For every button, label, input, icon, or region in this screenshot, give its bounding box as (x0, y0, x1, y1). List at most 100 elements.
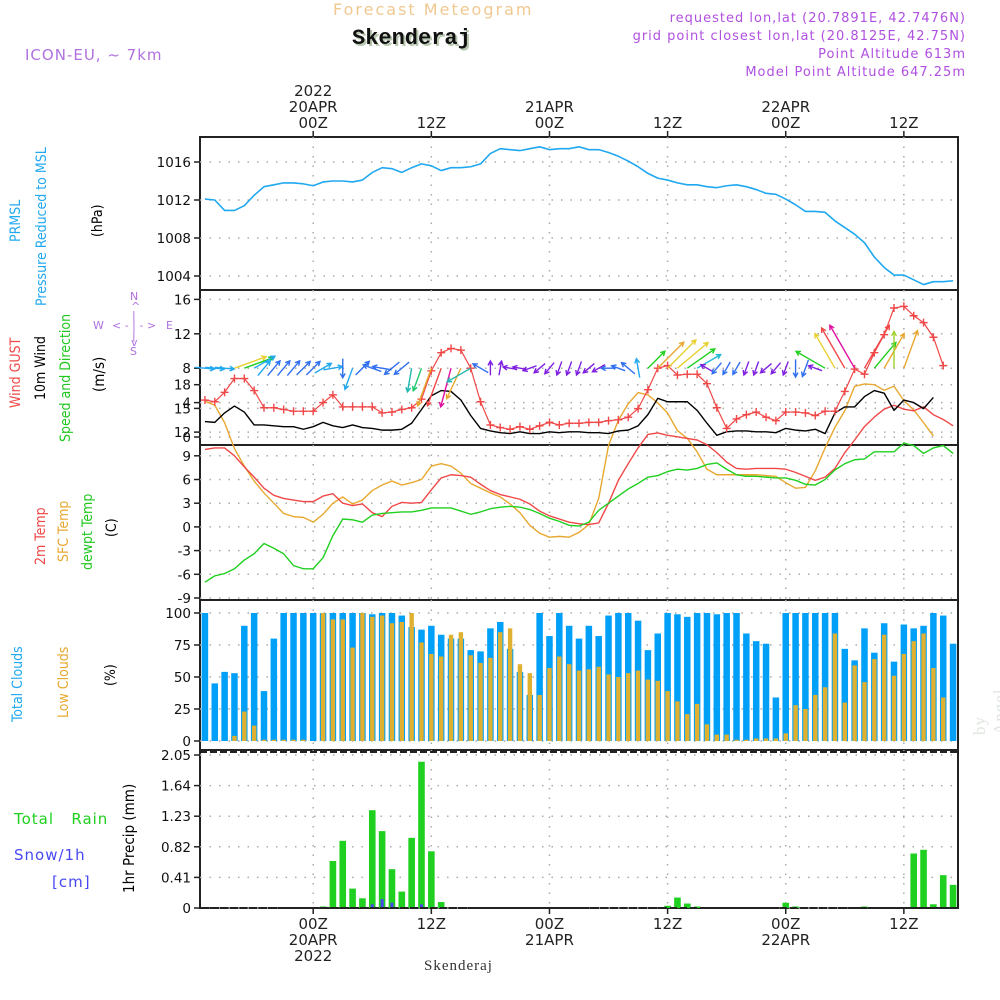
panel-precip: 0 0.41 0.82 1.23 1.64 2.05 (161, 748, 959, 917)
wind-arrow (759, 363, 773, 374)
total-cloud-bar (743, 633, 750, 741)
wind-arrow (873, 341, 897, 369)
wind-arrow (234, 355, 268, 369)
low-cloud-bar (242, 711, 247, 741)
total-cloud-bar (949, 643, 957, 741)
gust-marker (604, 416, 613, 425)
gust-marker (752, 408, 761, 417)
wind-arrow (393, 361, 410, 376)
y-tick-label: 0 (182, 734, 191, 750)
wind-arrow (253, 355, 277, 369)
bottom-time-label: 00Z (771, 915, 800, 933)
total-cloud-bar (713, 614, 721, 741)
wind-arrow (521, 365, 537, 373)
low-cloud-bar (872, 659, 877, 741)
wind-arrow (610, 364, 626, 372)
low-cloud-bar (232, 735, 237, 741)
gust-marker (801, 408, 810, 417)
gust-marker (348, 402, 357, 411)
low-cloud-bar (724, 734, 729, 741)
gust-marker (584, 418, 593, 427)
wind-arrow (800, 359, 810, 378)
compass-icon: N ^ | W < - | - > E | v S (93, 290, 173, 358)
low-cloud-bar (468, 655, 473, 741)
panel-frame-precip (199, 749, 959, 909)
wind-arrow (305, 360, 322, 376)
total-cloud-bar (723, 613, 730, 741)
total-cloud-bar (762, 643, 770, 741)
gust-marker (240, 374, 249, 383)
wind-arrow (686, 348, 717, 369)
low-cloud-bar (527, 673, 532, 741)
wind-arrow (487, 359, 494, 376)
wind-arrow (891, 329, 898, 369)
gust-marker (830, 407, 839, 416)
gust-marker (850, 365, 859, 374)
sfc-temp-line (204, 383, 934, 538)
gust-marker (693, 370, 702, 379)
wind-arrow (732, 361, 741, 376)
bottom-time-label: 20APR (289, 931, 338, 949)
y-tick-label: 0.41 (161, 870, 191, 886)
wind-arrow (555, 361, 563, 377)
top-time-label: 22APR (761, 98, 810, 116)
low-cloud-bar (783, 733, 788, 741)
low-cloud-bar (251, 725, 257, 741)
y-tick-label: 0 (182, 901, 191, 917)
wind-arrow (711, 362, 722, 375)
wind-arrow (829, 323, 856, 369)
low-cloud-bar (301, 739, 306, 741)
low-cloud-bar (350, 647, 355, 741)
rain-bar (683, 903, 691, 908)
total-cloud-bar (211, 683, 219, 741)
forecast-title: Forecast Meteogram (333, 0, 534, 19)
y-tick-label: 1.64 (161, 779, 191, 795)
gust-marker (456, 346, 465, 355)
gust-marker (535, 421, 544, 430)
wind-arrow (314, 362, 333, 374)
gust-marker (279, 405, 288, 414)
y-tick-label: 12 (174, 327, 191, 343)
y-tick-label: 8 (182, 361, 191, 377)
bottom-station-label: Skenderaj (424, 958, 493, 974)
low-cloud-bar (813, 694, 818, 741)
rain-bar (428, 851, 435, 908)
low-cloud-bar (488, 657, 493, 741)
gust-marker (722, 424, 731, 433)
gust-marker (624, 413, 633, 422)
total-cloud-bar (939, 615, 947, 741)
low-cloud-bar (320, 613, 326, 741)
y-tick-label: 3 (182, 496, 191, 512)
wind-arrow (814, 332, 836, 369)
gust-marker (328, 390, 337, 399)
gust-marker (230, 374, 239, 383)
gust-marker (427, 366, 436, 375)
low-cloud-bar (773, 738, 779, 741)
low-cloud-bar (360, 613, 365, 741)
bottom-time-label: 12Z (889, 915, 918, 933)
low-cloud-bar (714, 734, 720, 741)
y-tick-label: 18 (174, 378, 191, 394)
low-cloud-bar (281, 739, 286, 741)
y-tick-label: 1004 (157, 269, 191, 285)
low-cloud-bar (753, 738, 759, 741)
gust-marker (299, 407, 308, 416)
wind-arrow (770, 362, 782, 375)
wind-arrow (699, 363, 714, 373)
wind-arrow (647, 350, 666, 369)
top-time-label: 12Z (889, 114, 918, 132)
gust-marker (634, 404, 643, 413)
gust-marker (496, 423, 505, 432)
wind-arrow (742, 361, 750, 377)
gust-marker (614, 415, 623, 424)
gust-marker (397, 405, 406, 414)
low-cloud-bar (704, 724, 710, 741)
gust-marker (732, 414, 741, 423)
precip-label-total: Total (14, 810, 55, 828)
compass-e: E (166, 319, 173, 332)
wind-arrow (343, 367, 354, 391)
wind-arrow (794, 350, 826, 369)
panel-pressure: 1004 1008 1012 1016 (157, 136, 959, 291)
low-cloud-bar (911, 641, 916, 741)
